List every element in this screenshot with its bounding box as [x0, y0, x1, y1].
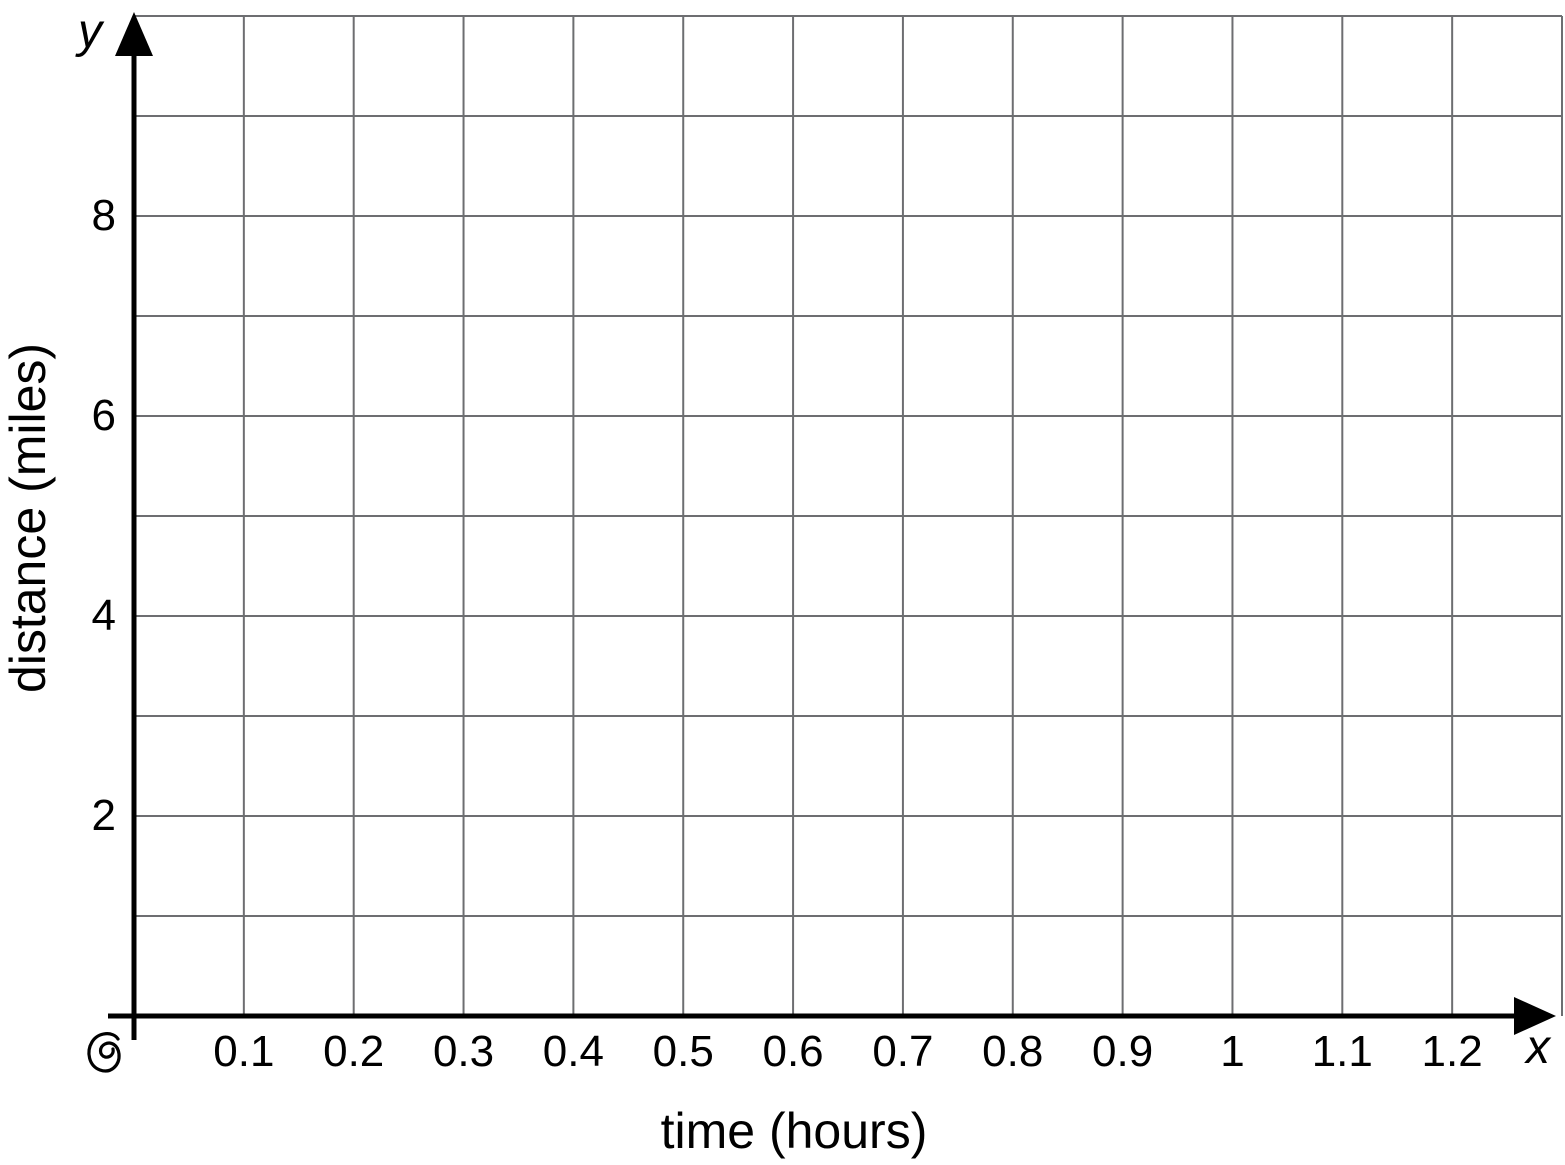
x-axis-arrowhead [1514, 997, 1556, 1035]
y-axis-letter: y [78, 5, 102, 58]
x-tick-label: 0.8 [982, 1027, 1044, 1076]
x-tick-label: 0.1 [213, 1027, 275, 1076]
x-axis-title: time (hours) [660, 1103, 928, 1159]
x-tick-label: 1 [1220, 1027, 1245, 1076]
y-tick-label: 4 [91, 591, 116, 640]
origin-label [87, 1032, 121, 1073]
gridlines [134, 15, 1563, 1016]
y-tick-label: 6 [91, 391, 116, 440]
x-tick-label: 0.3 [432, 1027, 495, 1076]
x-tick-label: 1.1 [1311, 1027, 1373, 1076]
x-tick-label: 0.7 [872, 1027, 934, 1076]
y-axis-title: distance (miles) [0, 342, 56, 694]
x-tick-label: 0.9 [1092, 1027, 1154, 1076]
x-tick-label: 0.2 [323, 1027, 385, 1076]
x-tick-label: 1.2 [1421, 1027, 1483, 1076]
x-tick-label: 0.6 [762, 1027, 824, 1076]
x-axis-letter: x [1526, 1021, 1550, 1074]
x-tick-label: 0.4 [542, 1027, 604, 1076]
y-tick-label: 2 [91, 791, 116, 840]
y-axis-arrowhead [115, 12, 153, 56]
y-tick-label: 8 [91, 191, 116, 240]
x-tick-label: 0.5 [652, 1027, 714, 1076]
